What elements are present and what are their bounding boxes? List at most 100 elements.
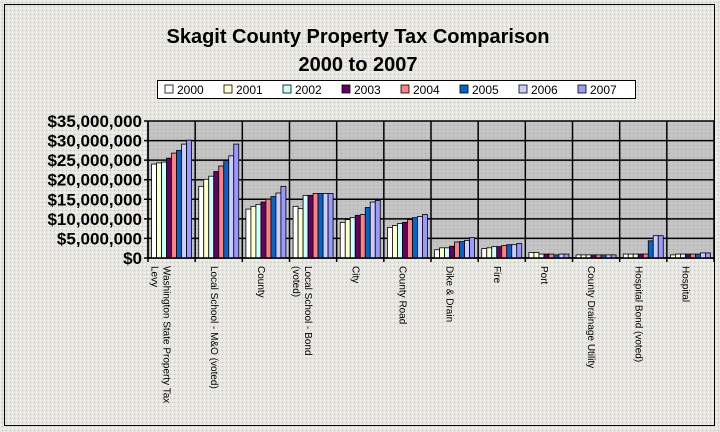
x-tick-label: County bbox=[255, 266, 266, 298]
legend-swatch bbox=[400, 84, 410, 94]
bar-2005 bbox=[506, 244, 513, 259]
legend-swatch bbox=[341, 84, 351, 94]
bar-2003 bbox=[260, 201, 267, 259]
legend-swatch bbox=[518, 84, 528, 94]
bar-2002 bbox=[208, 175, 215, 259]
bar-2003 bbox=[166, 157, 172, 259]
x-tick-label: City bbox=[349, 266, 360, 283]
y-tick-label: $5,000,000 bbox=[57, 229, 142, 248]
x-tick-label: Dike & Drain bbox=[444, 266, 455, 322]
bar-2003 bbox=[496, 246, 503, 259]
bar-2004 bbox=[218, 165, 225, 259]
bar-2001 bbox=[344, 219, 351, 259]
bar-2007 bbox=[186, 139, 192, 259]
y-tick-label: $20,000,000 bbox=[47, 171, 142, 190]
legend-label: 2002 bbox=[295, 83, 322, 97]
legend-swatch bbox=[459, 84, 469, 94]
bar-2004 bbox=[265, 198, 272, 259]
bar-2005 bbox=[459, 241, 465, 259]
bar-2002 bbox=[397, 223, 403, 259]
bar-2006 bbox=[417, 216, 423, 259]
bar-2002 bbox=[255, 203, 262, 259]
y-tick-label: $10,000,000 bbox=[47, 210, 142, 229]
bar-2002 bbox=[349, 217, 356, 259]
bar-2002 bbox=[491, 246, 498, 259]
bar-2007 bbox=[233, 143, 240, 259]
legend-label: 2000 bbox=[177, 83, 204, 97]
bar-2006 bbox=[181, 143, 187, 259]
bar-2006 bbox=[369, 201, 376, 259]
legend-label: 2003 bbox=[354, 83, 381, 97]
legend-swatch bbox=[164, 84, 174, 94]
bar-2001 bbox=[392, 225, 398, 259]
bar-2004 bbox=[312, 193, 319, 259]
bar-2005 bbox=[412, 217, 418, 259]
bar-2006 bbox=[464, 239, 470, 259]
bar-2007 bbox=[280, 185, 287, 259]
bar-2005 bbox=[223, 160, 230, 259]
bar-2001 bbox=[533, 252, 540, 259]
bar-2006 bbox=[511, 244, 518, 259]
bar-2003 bbox=[449, 245, 455, 259]
x-tick-label: Hospital bbox=[679, 266, 690, 302]
legend-label: 2001 bbox=[236, 83, 263, 97]
bar-2007 bbox=[422, 214, 428, 259]
x-tick-label: County Drainage Utility bbox=[585, 266, 596, 368]
bar-2001 bbox=[297, 208, 304, 259]
y-tick-label: $25,000,000 bbox=[47, 151, 142, 170]
bar-2000 bbox=[245, 208, 252, 259]
bar-2001 bbox=[486, 247, 493, 259]
y-tick-label: $35,000,000 bbox=[47, 112, 142, 131]
bar-2003 bbox=[402, 221, 408, 259]
plot-area: $0$5,000,000$10,000,000$15,000,000$20,00… bbox=[47, 112, 715, 403]
legend-label: 2004 bbox=[413, 83, 440, 97]
bar-2007 bbox=[705, 252, 711, 259]
x-tick-label: Local School - Bond(voted) bbox=[290, 266, 313, 356]
bar-2004 bbox=[454, 241, 460, 259]
y-tick-label: $15,000,000 bbox=[47, 190, 142, 209]
bar-2001 bbox=[203, 178, 210, 259]
legend-swatch bbox=[577, 84, 587, 94]
x-tick-label: Washington State Property TaxLevy bbox=[149, 266, 172, 403]
bar-2007 bbox=[657, 235, 664, 259]
bar-2000 bbox=[151, 163, 157, 259]
bar-2006 bbox=[275, 192, 282, 259]
legend-label: 2005 bbox=[472, 83, 499, 97]
bar-2004 bbox=[501, 245, 508, 259]
bar-2004 bbox=[171, 152, 177, 259]
bar-2000 bbox=[528, 252, 535, 259]
bar-2005 bbox=[364, 207, 371, 259]
x-tick-label: Local School - M&O (voted) bbox=[208, 266, 219, 389]
x-tick-label: County Road bbox=[396, 266, 407, 324]
x-tick-label: Port bbox=[538, 266, 549, 285]
bar-2006 bbox=[652, 235, 659, 259]
bar-2005 bbox=[647, 240, 654, 259]
bar-2007 bbox=[516, 243, 523, 259]
bar-2001 bbox=[250, 205, 257, 259]
bar-2001 bbox=[439, 247, 445, 259]
bar-2003 bbox=[354, 214, 361, 259]
x-tick-label: Fire bbox=[491, 266, 502, 284]
bar-2006 bbox=[322, 193, 329, 259]
bar-2006 bbox=[700, 252, 706, 259]
bar-2000 bbox=[292, 205, 299, 259]
chart-subtitle: 2000 to 2007 bbox=[299, 54, 418, 76]
x-tick-label: Hospital Bond (voted) bbox=[632, 266, 643, 362]
bar-2000 bbox=[481, 248, 488, 259]
y-tick-label: $30,000,000 bbox=[47, 132, 142, 151]
bar-2000 bbox=[387, 227, 393, 259]
bar-2007 bbox=[327, 193, 334, 259]
legend-label: 2006 bbox=[531, 83, 558, 97]
bar-2004 bbox=[359, 214, 366, 259]
bar-2005 bbox=[317, 193, 324, 259]
bar-2005 bbox=[270, 196, 277, 259]
bar-2000 bbox=[198, 185, 205, 259]
legend-label: 2007 bbox=[590, 83, 617, 97]
legend-box bbox=[157, 80, 636, 99]
bar-2000 bbox=[434, 249, 440, 259]
chart-title: Skagit County Property Tax Comparison bbox=[166, 26, 549, 48]
bar-2002 bbox=[161, 161, 167, 259]
bar-2007 bbox=[374, 200, 381, 259]
